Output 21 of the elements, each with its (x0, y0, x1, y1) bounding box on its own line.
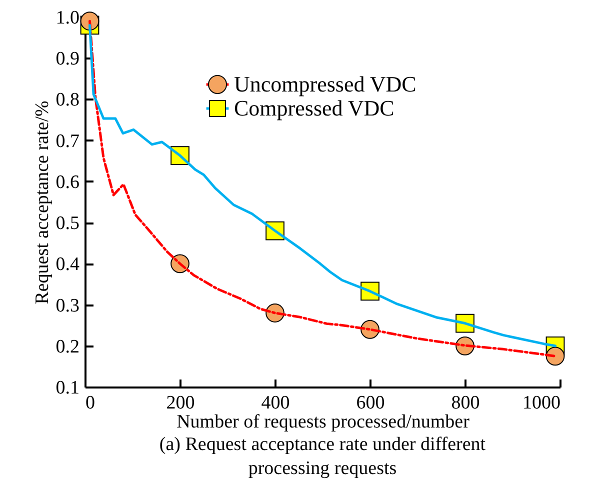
y-tick-label: 0.3 (56, 295, 80, 316)
y-tick-label: 0.7 (56, 130, 80, 152)
y-tick-label: 0.6 (56, 172, 80, 193)
x-tick-label: 800 (451, 392, 480, 414)
x-tick-label: 600 (356, 392, 385, 414)
x-tick-label: 400 (261, 392, 290, 414)
legend-label: Compressed VDC (234, 96, 394, 120)
y-tick-label: 0.9 (56, 48, 80, 70)
y-tick-label: 0.4 (56, 254, 80, 276)
y-axis-title: Request acceptance rate/% (32, 100, 53, 304)
y-tick-label: 1.0 (56, 8, 80, 28)
x-axis-title: Number of requests processed/number (176, 412, 470, 432)
x-tick-label: 0 (86, 392, 95, 414)
x-tick-label: 200 (166, 392, 195, 414)
legend-label: Uncompressed VDC (234, 72, 416, 96)
y-tick-label: 0.1 (56, 378, 80, 398)
y-tick-label: 0.8 (56, 90, 80, 111)
text: (a) Request acceptance rate under different processing requests (159, 434, 486, 479)
y-tick-label: 0.5 (56, 213, 80, 234)
y-tick-label: 0.2 (56, 336, 80, 358)
x-tick-label: 1000 (522, 392, 560, 414)
